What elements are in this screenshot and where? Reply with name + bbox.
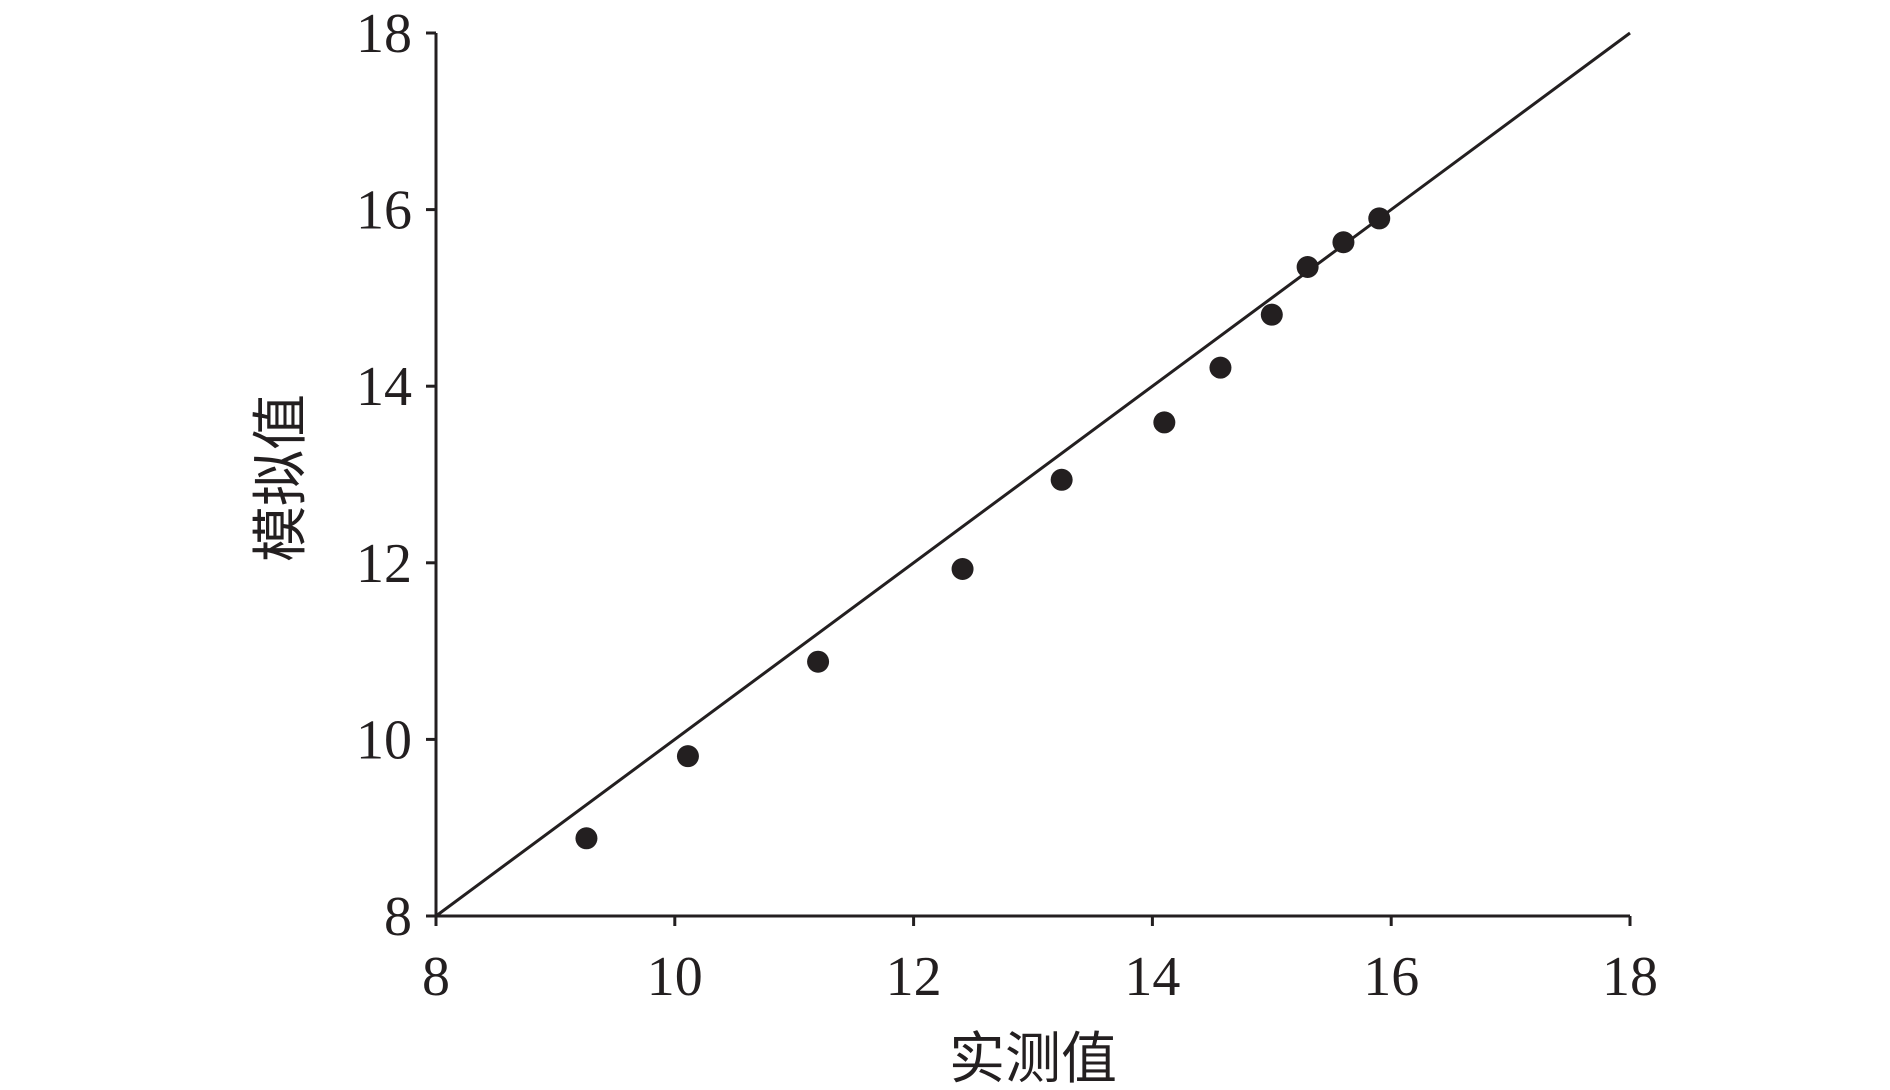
y-tick-label: 10: [356, 709, 412, 771]
y-axis-label: 模拟值: [251, 394, 313, 562]
point: [951, 557, 974, 580]
y-tick-label: 8: [384, 886, 412, 948]
point: [1050, 468, 1073, 491]
point: [1332, 231, 1355, 254]
y-tick-label: 14: [356, 356, 412, 418]
x-tick-label: 14: [1124, 946, 1180, 1008]
y-tick-label: 12: [356, 533, 412, 595]
x-tick-label: 10: [647, 946, 703, 1008]
reference-line: [435, 31, 1631, 918]
point: [1153, 411, 1176, 434]
point: [1296, 255, 1319, 278]
point: [1209, 356, 1232, 379]
point: [676, 745, 699, 768]
x-tick-label: 18: [1602, 946, 1658, 1008]
point: [1260, 303, 1283, 326]
y-tick-label: 18: [356, 3, 412, 65]
y-tick-label: 16: [356, 180, 412, 242]
x-axis-label: 实测值: [949, 1029, 1117, 1090]
x-tick-label: 16: [1363, 946, 1419, 1008]
x-tick-label: 8: [422, 946, 450, 1008]
point: [1368, 207, 1391, 230]
point: [807, 650, 830, 673]
point: [575, 827, 598, 850]
x-tick-label: 12: [886, 946, 942, 1008]
